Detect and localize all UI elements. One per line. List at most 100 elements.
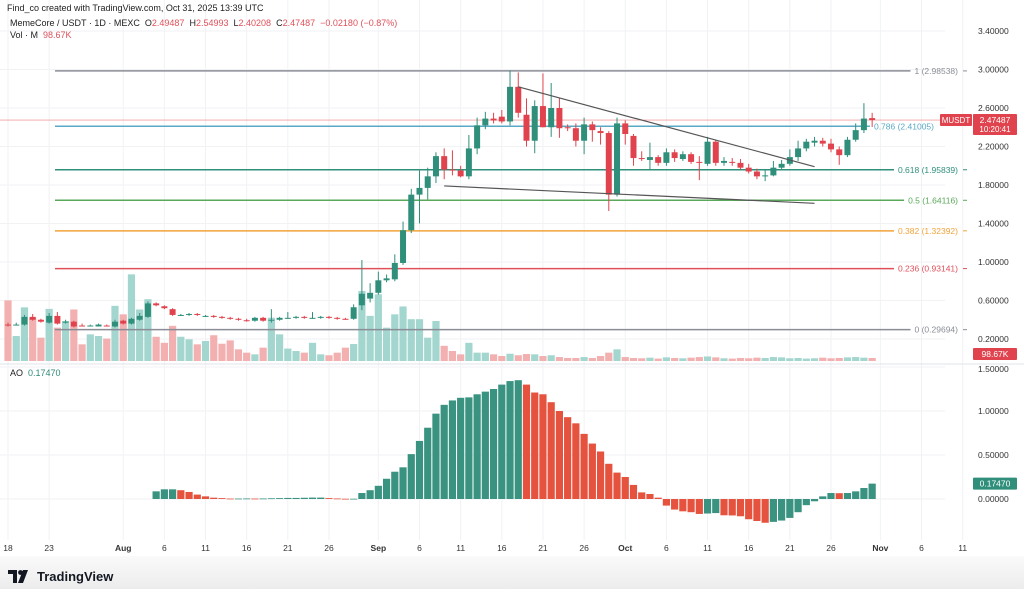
- volume-bar: [703, 356, 712, 361]
- candle-up: [13, 324, 20, 326]
- time-axis-label: 6: [417, 543, 422, 553]
- volume-bar: [86, 334, 94, 361]
- ao-bar: [415, 440, 424, 499]
- candle-up: [111, 321, 118, 327]
- candle-down: [523, 114, 530, 141]
- time-axis-label: 6: [162, 543, 167, 553]
- volume-bar: [769, 357, 777, 361]
- candle-down: [729, 161, 736, 163]
- ao-bar: [251, 498, 259, 500]
- ao-bar: [786, 499, 794, 518]
- candle-down: [153, 303, 160, 306]
- volume-bar: [218, 343, 226, 361]
- candle-down: [498, 116, 505, 122]
- volume-label[interactable]: Vol · M: [10, 30, 39, 40]
- ao-bar: [810, 499, 819, 502]
- trendline-upper[interactable]: [518, 86, 815, 168]
- ao-bar: [736, 499, 745, 517]
- volume-bar: [868, 358, 876, 361]
- ao-bar: [317, 497, 325, 499]
- candle-up: [251, 317, 258, 321]
- volume-bar: [547, 355, 555, 361]
- volume-bar: [679, 358, 687, 361]
- ao-bar: [572, 423, 580, 499]
- ao-bar: [160, 489, 168, 499]
- volume-bar: [613, 349, 621, 361]
- low-label: L: [233, 18, 239, 28]
- ao-bar: [769, 499, 777, 522]
- candle-down: [449, 169, 456, 171]
- tradingview-logo-icon: [8, 570, 28, 583]
- candle-up: [309, 317, 316, 319]
- ao-bar: [432, 413, 440, 499]
- candle-up: [646, 157, 653, 160]
- volume-bar: [70, 309, 78, 361]
- fib-level-label: 0.236 (0.93141): [898, 264, 958, 274]
- ao-bar: [292, 497, 300, 499]
- volume-bar: [778, 357, 786, 361]
- volume-bar: [629, 357, 638, 361]
- ao-bar: [234, 498, 243, 500]
- volume-bar: [391, 314, 399, 361]
- volume-bar: [127, 274, 136, 361]
- volume-bar: [201, 341, 210, 361]
- ao-bar: [218, 498, 226, 499]
- candle-up: [383, 278, 390, 281]
- volume-value: 98.67K: [43, 30, 72, 40]
- candle-down: [688, 154, 695, 162]
- ao-bar: [193, 494, 201, 499]
- ao-bar: [605, 463, 613, 499]
- ao-bar: [391, 471, 399, 499]
- candle-up: [424, 176, 431, 188]
- candle-up: [87, 325, 94, 327]
- volume-bar: [325, 355, 333, 361]
- ao-bar: [539, 394, 547, 499]
- candle-down: [5, 324, 11, 326]
- fib-level-label: 0.618 (1.95839): [898, 165, 958, 175]
- ao-bar: [210, 497, 218, 499]
- tradingview-logo[interactable]: TradingView: [8, 569, 113, 584]
- fib-level-label: 1 (2.98538): [915, 66, 959, 76]
- candle-up: [128, 318, 135, 324]
- time-axis-label: Nov: [872, 543, 888, 553]
- ao-bar: [564, 417, 572, 499]
- volume-bar: [473, 352, 481, 361]
- candle-up: [350, 307, 357, 319]
- time-axis-label: 16: [497, 543, 507, 553]
- ao-label[interactable]: AO: [10, 368, 24, 378]
- time-axis-label: 11: [201, 543, 210, 553]
- symbol-title[interactable]: MemeCore / USDT · 1D · MEXC: [10, 18, 140, 28]
- candle-up: [432, 156, 439, 177]
- candle-up: [531, 106, 538, 141]
- candle-down: [836, 149, 843, 156]
- trendline-lower[interactable]: [444, 185, 815, 204]
- volume-bar: [415, 319, 424, 361]
- candle-up: [400, 230, 407, 263]
- candle-up: [679, 154, 686, 160]
- volume-bar: [736, 357, 745, 361]
- fib-level-label: 0.786 (2.41005): [874, 121, 934, 131]
- time-axis-label: 11: [456, 543, 465, 553]
- volume-bar: [745, 358, 753, 361]
- candle-up: [375, 280, 382, 293]
- volume-bar: [728, 358, 736, 361]
- candle-down: [103, 325, 110, 327]
- candle-up: [317, 316, 324, 318]
- time-axis-label: 26: [324, 543, 334, 553]
- volume-bar: [588, 357, 596, 361]
- candle-down: [210, 315, 217, 317]
- candle-down: [597, 131, 604, 134]
- volume-bar: [374, 294, 382, 361]
- time-axis-label: 6: [919, 543, 924, 553]
- candle-down: [515, 86, 522, 113]
- volume-bar: [843, 357, 852, 361]
- volume-bar: [111, 305, 119, 361]
- ao-bar: [473, 394, 481, 499]
- time-axis-label: 16: [744, 543, 754, 553]
- change-value: −0.02180 (−0.87%): [320, 18, 398, 28]
- candle-down: [218, 316, 225, 318]
- candle-up: [844, 139, 851, 156]
- volume-bar: [366, 315, 374, 361]
- ao-bar: [761, 499, 769, 523]
